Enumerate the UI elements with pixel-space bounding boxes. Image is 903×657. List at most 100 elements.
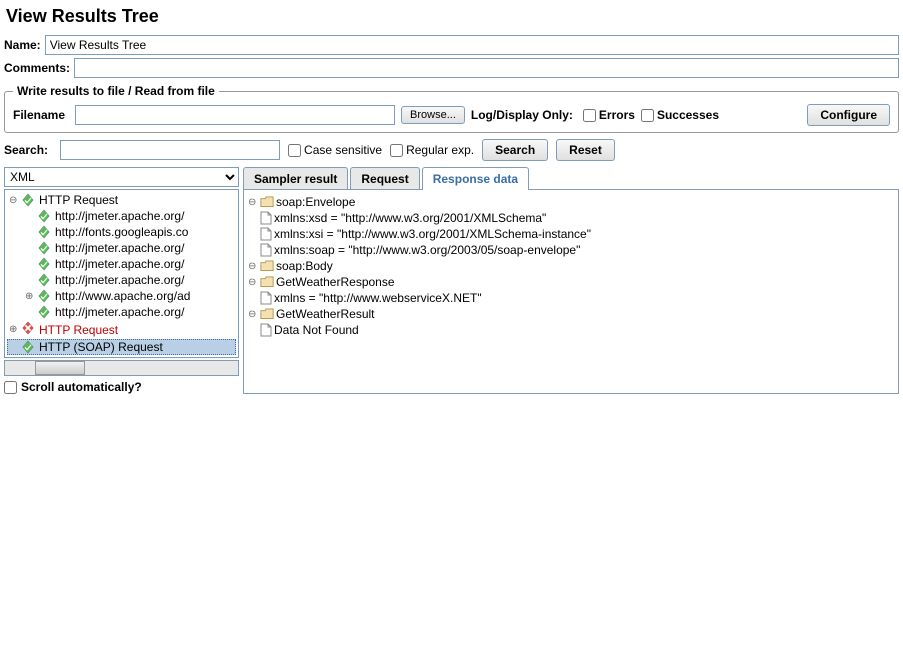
xml-node-label: GetWeatherResult <box>276 307 375 321</box>
xml-node[interactable]: ⊖ soap:Body <box>248 258 894 274</box>
search-button[interactable]: Search <box>482 139 548 161</box>
search-input[interactable] <box>60 140 280 160</box>
folder-icon <box>260 308 274 320</box>
folder-icon <box>260 276 274 288</box>
regex-checkbox[interactable] <box>390 144 403 157</box>
success-icon <box>21 193 35 207</box>
result-item-label: HTTP (SOAP) Request <box>37 340 163 354</box>
folder-icon <box>260 196 274 208</box>
success-icon <box>37 241 51 255</box>
horizontal-scrollbar[interactable] <box>4 360 239 376</box>
file-icon <box>260 211 272 225</box>
tree-toggle-icon[interactable]: ⊖ <box>9 195 19 206</box>
result-item-label: http://jmeter.apache.org/ <box>53 209 184 223</box>
success-icon <box>37 209 51 223</box>
filename-input[interactable] <box>75 105 395 125</box>
case-sensitive-wrap[interactable]: Case sensitive <box>288 143 382 157</box>
result-item-error[interactable]: ⊕ HTTP Request <box>7 320 236 339</box>
result-item[interactable]: ⊖HTTP Request <box>7 192 236 208</box>
scroll-auto-wrap[interactable]: Scroll automatically? <box>4 380 239 394</box>
success-icon <box>37 289 51 303</box>
errors-checkbox-wrap[interactable]: Errors <box>583 108 635 122</box>
format-select[interactable]: XML <box>4 167 239 187</box>
result-item-label: http://jmeter.apache.org/ <box>53 241 184 255</box>
errors-label: Errors <box>599 108 635 122</box>
result-item[interactable]: —http://fonts.googleapis.co <box>7 224 236 240</box>
regex-wrap[interactable]: Regular exp. <box>390 143 474 157</box>
tree-toggle-icon[interactable]: ⊕ <box>9 324 19 335</box>
xml-leaf-marker <box>248 245 258 256</box>
result-item[interactable]: —http://jmeter.apache.org/ <box>7 240 236 256</box>
name-label: Name: <box>4 38 41 52</box>
case-sensitive-label: Case sensitive <box>304 143 382 157</box>
xml-node-label: xmlns:xsd = "http://www.w3.org/2001/XMLS… <box>274 211 546 225</box>
xml-node[interactable]: ⊖ GetWeatherResponse <box>248 274 894 290</box>
scrollbar-thumb[interactable] <box>35 361 85 375</box>
result-item-label: http://jmeter.apache.org/ <box>53 257 184 271</box>
result-item-label: HTTP Request <box>37 323 118 337</box>
success-icon <box>37 257 51 271</box>
configure-button[interactable]: Configure <box>807 104 890 126</box>
xml-node-label: soap:Envelope <box>276 195 355 209</box>
logdisplay-label: Log/Display Only: <box>471 108 573 122</box>
result-item[interactable]: —http://jmeter.apache.org/ <box>7 304 236 320</box>
result-item-label: http://jmeter.apache.org/ <box>53 273 184 287</box>
success-icon <box>37 225 51 239</box>
result-item[interactable]: —HTTP (SOAP) Request <box>7 339 236 355</box>
regex-label: Regular exp. <box>406 143 474 157</box>
xml-toggle-icon[interactable]: ⊖ <box>248 197 258 208</box>
successes-checkbox[interactable] <box>641 109 654 122</box>
xml-toggle-icon[interactable]: ⊖ <box>248 309 258 320</box>
xml-node[interactable]: ⊖ GetWeatherResult <box>248 306 894 322</box>
xml-toggle-icon[interactable]: ⊖ <box>248 261 258 272</box>
result-item[interactable]: ⊕ http://www.apache.org/ad <box>7 288 236 304</box>
xml-node[interactable]: ⊖ soap:Envelope <box>248 194 894 210</box>
tree-toggle-icon[interactable]: ⊕ <box>25 291 35 302</box>
reset-button[interactable]: Reset <box>556 139 615 161</box>
success-icon <box>37 273 51 287</box>
result-item[interactable]: —http://jmeter.apache.org/ <box>7 256 236 272</box>
file-icon <box>260 243 272 257</box>
tab-response-data[interactable]: Response data <box>422 167 529 190</box>
success-icon <box>21 340 35 354</box>
folder-icon <box>260 260 274 272</box>
successes-checkbox-wrap[interactable]: Successes <box>641 108 719 122</box>
xml-leaf-marker <box>248 213 258 224</box>
xml-node[interactable]: xmlns:soap = "http://www.w3.org/2003/05/… <box>248 242 894 258</box>
file-fieldset: Write results to file / Read from file F… <box>4 84 899 133</box>
scroll-auto-label: Scroll automatically? <box>21 380 142 394</box>
xml-node-label: Data Not Found <box>274 323 359 337</box>
result-item[interactable]: —http://jmeter.apache.org/ <box>7 208 236 224</box>
success-icon <box>37 305 51 319</box>
file-icon <box>260 291 272 305</box>
result-item-label: http://www.apache.org/ad <box>53 289 190 303</box>
xml-node[interactable]: xmlns = "http://www.webserviceX.NET" <box>248 290 894 306</box>
result-item[interactable]: —http://jmeter.apache.org/ <box>7 272 236 288</box>
comments-input[interactable] <box>74 58 899 78</box>
tab-request[interactable]: Request <box>350 167 419 190</box>
tab-sampler-result[interactable]: Sampler result <box>243 167 348 190</box>
xml-leaf-marker <box>248 293 258 304</box>
errors-checkbox[interactable] <box>583 109 596 122</box>
xml-leaf-marker <box>248 229 258 240</box>
xml-node-label: xmlns:xsi = "http://www.w3.org/2001/XMLS… <box>274 227 591 241</box>
name-input[interactable] <box>45 35 899 55</box>
file-icon <box>260 323 272 337</box>
file-icon <box>260 227 272 241</box>
xml-node[interactable]: xmlns:xsi = "http://www.w3.org/2001/XMLS… <box>248 226 894 242</box>
browse-button[interactable]: Browse... <box>401 106 465 124</box>
xml-node-label: GetWeatherResponse <box>276 275 395 289</box>
file-legend: Write results to file / Read from file <box>13 84 219 98</box>
xml-node[interactable]: xmlns:xsd = "http://www.w3.org/2001/XMLS… <box>248 210 894 226</box>
response-content: ⊖ soap:Envelope xmlns:xsd = "http://www.… <box>243 189 899 394</box>
comments-label: Comments: <box>4 61 70 75</box>
xml-toggle-icon[interactable]: ⊖ <box>248 277 258 288</box>
search-label: Search: <box>4 143 48 157</box>
results-tree: ⊖HTTP Request—http://jmeter.apache.org/—… <box>4 189 239 358</box>
scroll-auto-checkbox[interactable] <box>4 381 17 394</box>
xml-node[interactable]: Data Not Found <box>248 322 894 338</box>
result-item-label: http://fonts.googleapis.co <box>53 225 188 239</box>
case-sensitive-checkbox[interactable] <box>288 144 301 157</box>
panel-title: View Results Tree <box>4 4 899 29</box>
error-icon <box>21 321 35 338</box>
